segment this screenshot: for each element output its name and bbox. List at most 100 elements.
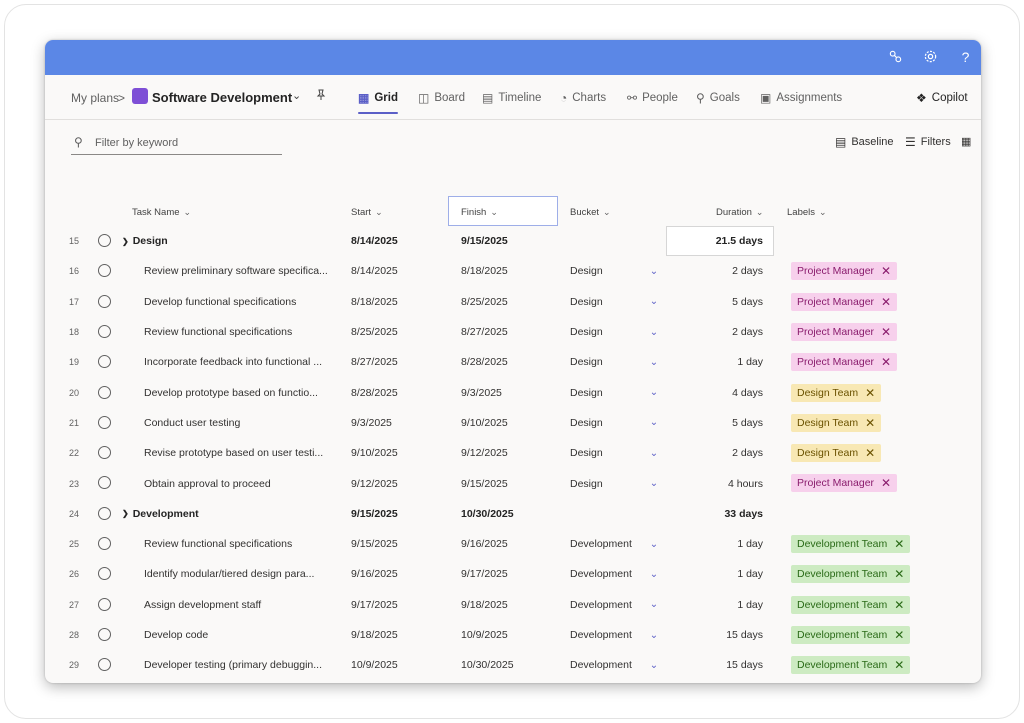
label-tag[interactable]: Development Team ✕ (791, 565, 911, 584)
label-tag[interactable]: Project Manager ✕ (791, 474, 898, 493)
start-date[interactable]: 8/25/2025 (351, 326, 398, 339)
table-row[interactable]: 19 Incorporate feedback into functional .… (45, 347, 981, 377)
duration[interactable]: 1 day (737, 568, 763, 581)
chevron-down-icon[interactable]: ⌄ (649, 447, 659, 459)
duration[interactable]: 2 days (732, 326, 763, 339)
label-tag[interactable]: Development Team ✕ (791, 535, 911, 553)
chevron-down-icon[interactable]: ⌄ (649, 629, 659, 641)
task-name[interactable]: Develop prototype based on functio... (144, 386, 318, 399)
duration[interactable]: 33 days (724, 507, 763, 520)
complete-checkbox[interactable] (98, 324, 111, 338)
finish-date[interactable]: 10/30/2025 (461, 659, 514, 672)
finish-date[interactable]: 10/9/2025 (461, 629, 508, 642)
chevron-down-icon[interactable]: ❯ (122, 236, 129, 246)
group-settings-icon[interactable]: ▦ (961, 136, 972, 148)
complete-checkbox[interactable] (98, 537, 111, 550)
chevron-down-icon[interactable]: ⌄ (292, 90, 302, 102)
filter-search[interactable]: ⚲ (71, 133, 282, 155)
chevron-down-icon[interactable]: ⌄ (649, 568, 659, 580)
finish-date[interactable]: 9/10/2025 (461, 416, 508, 429)
bucket-value[interactable]: Design (570, 356, 603, 369)
baseline-button[interactable]: ▤ Baseline (835, 135, 894, 149)
gear-icon[interactable] (922, 49, 939, 66)
pin-icon[interactable] (315, 89, 327, 104)
chevron-down-icon[interactable]: ⌄ (649, 417, 659, 429)
tab-board[interactable]: ◫ Board (418, 75, 465, 120)
finish-date[interactable]: 9/15/2025 (461, 477, 508, 490)
chevron-down-icon[interactable]: ⌄ (649, 659, 659, 671)
close-icon[interactable]: ✕ (881, 264, 892, 279)
col-header-bucket[interactable]: Bucket ⌄ (570, 196, 611, 228)
start-date[interactable]: 9/12/2025 (351, 477, 398, 490)
start-date[interactable]: 9/3/2025 (351, 416, 392, 429)
start-date[interactable]: 8/27/2025 (351, 356, 398, 369)
complete-checkbox[interactable] (98, 506, 111, 520)
chevron-down-icon[interactable]: ⌄ (649, 356, 659, 368)
start-date[interactable]: 10/9/2025 (351, 659, 398, 672)
complete-checkbox[interactable] (98, 627, 111, 641)
group-row[interactable]: 15 ❯ Design 8/14/2025 9/15/2025 21.5 days (45, 226, 981, 256)
table-row[interactable]: 17 Develop functional specifications 8/18/… (45, 287, 981, 317)
table-row[interactable]: 22 Revise prototype based on user testi..… (45, 438, 981, 468)
task-name[interactable]: Review functional specifications (144, 326, 293, 339)
finish-date[interactable]: 8/27/2025 (461, 326, 508, 339)
table-row[interactable]: 20 Develop prototype based on functio... 8… (45, 378, 981, 408)
group-name[interactable]: ❯ Development (122, 499, 307, 529)
duration[interactable]: 15 days (726, 629, 763, 642)
finish-date[interactable]: 9/15/2025 (461, 235, 508, 248)
col-header-duration[interactable]: Duration ⌄ (716, 196, 763, 228)
col-header-finish[interactable]: Finish ⌄ (461, 196, 498, 228)
share-people-icon[interactable] (887, 49, 904, 66)
close-icon[interactable]: ✕ (865, 446, 876, 461)
duration[interactable]: 2 days (732, 447, 763, 460)
bucket-value[interactable]: Design (570, 265, 603, 278)
duration[interactable]: 5 days (732, 295, 763, 308)
complete-checkbox[interactable] (98, 597, 111, 611)
close-icon[interactable]: ✕ (881, 324, 892, 339)
tab-assignments[interactable]: ▣ Assignments (760, 75, 842, 120)
label-tag[interactable]: Project Manager ✕ (791, 292, 898, 311)
complete-checkbox[interactable] (98, 385, 111, 399)
start-date[interactable]: 9/17/2025 (351, 598, 398, 611)
close-icon[interactable]: ✕ (865, 385, 876, 400)
close-icon[interactable]: ✕ (894, 658, 905, 673)
label-tag[interactable]: Development Team ✕ (791, 656, 911, 675)
duration[interactable]: 4 hours (727, 477, 763, 490)
filters-button[interactable]: ☰ Filters (905, 135, 951, 149)
task-name[interactable]: Develop functional specifications (144, 295, 297, 308)
tab-grid[interactable]: ▦ Grid (358, 75, 398, 120)
task-name[interactable]: Identify modular/tiered design para... (144, 568, 315, 581)
task-name[interactable]: Incorporate feedback into functional ... (144, 356, 323, 369)
start-date[interactable]: 9/16/2025 (351, 568, 398, 581)
start-date[interactable]: 8/18/2025 (351, 295, 398, 308)
label-tag[interactable]: Development Team ✕ (791, 625, 911, 644)
finish-date[interactable]: 9/16/2025 (461, 538, 508, 551)
table-row[interactable]: 29 Developer testing (primary debuggin...… (45, 650, 981, 680)
complete-checkbox[interactable] (98, 476, 111, 490)
close-icon[interactable]: ✕ (894, 597, 905, 612)
tab-goals[interactable]: ⚲ Goals (696, 75, 740, 120)
table-row[interactable]: 27 Assign development staff 9/17/2025 9/18/… (45, 590, 981, 620)
start-date[interactable]: 9/10/2025 (351, 447, 398, 460)
duration[interactable]: 5 days (732, 416, 763, 429)
close-icon[interactable]: ✕ (894, 567, 905, 582)
plan-title[interactable]: Software Development (152, 90, 293, 105)
close-icon[interactable]: ✕ (894, 627, 905, 642)
tab-charts[interactable]: ◔ Charts (560, 75, 606, 120)
table-row[interactable]: 18 Review functional specifications 8/25/2… (45, 317, 981, 347)
finish-date[interactable]: 9/3/2025 (461, 386, 502, 399)
finish-date[interactable]: 8/25/2025 (461, 295, 508, 308)
bucket-value[interactable]: Design (570, 326, 603, 339)
close-icon[interactable]: ✕ (865, 415, 876, 430)
complete-checkbox[interactable] (98, 658, 111, 672)
chevron-down-icon[interactable]: ⌄ (649, 538, 659, 550)
duration[interactable]: 1 day (737, 598, 763, 611)
label-tag[interactable]: Project Manager ✕ (791, 353, 898, 372)
duration[interactable]: 1 day (737, 356, 763, 369)
task-name[interactable]: Review functional specifications (144, 538, 293, 551)
finish-date[interactable]: 9/18/2025 (461, 598, 508, 611)
bucket-value[interactable]: Design (570, 477, 603, 490)
finish-date[interactable]: 9/17/2025 (461, 568, 508, 581)
complete-checkbox[interactable] (98, 294, 111, 308)
complete-checkbox[interactable] (98, 567, 111, 581)
